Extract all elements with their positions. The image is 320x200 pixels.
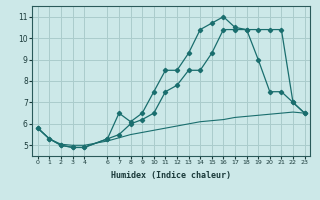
- X-axis label: Humidex (Indice chaleur): Humidex (Indice chaleur): [111, 171, 231, 180]
